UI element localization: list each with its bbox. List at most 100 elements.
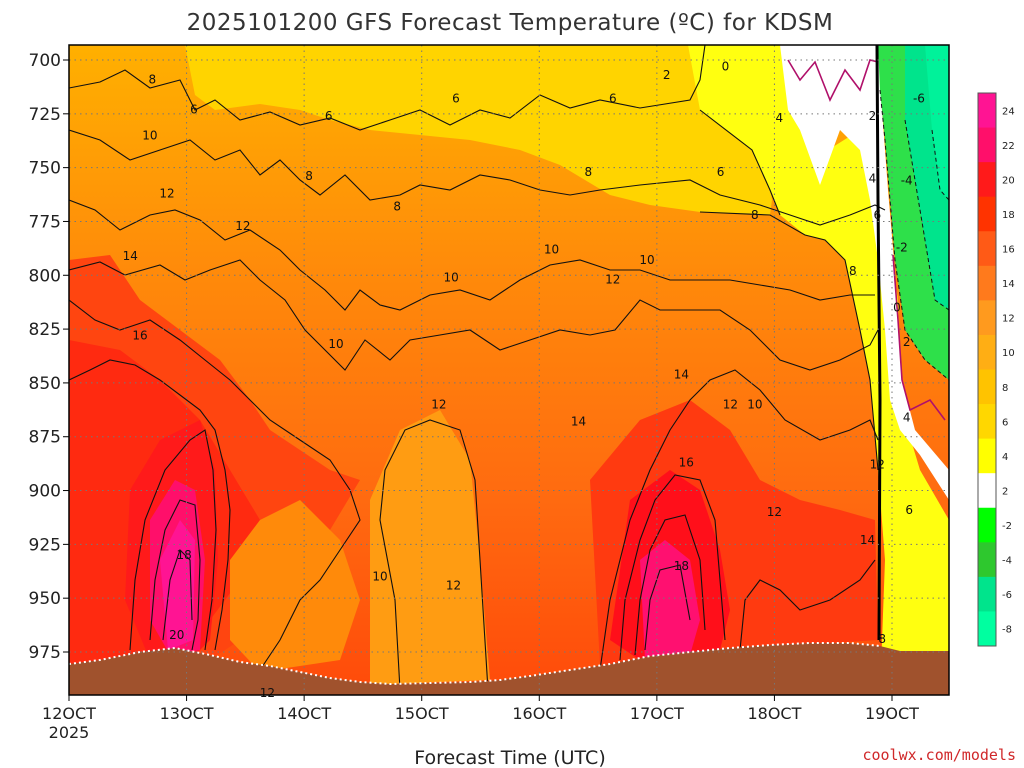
colorbar-swatch bbox=[978, 611, 996, 647]
y-tick-label: 800 bbox=[29, 266, 61, 286]
colorbar-swatch bbox=[978, 473, 996, 509]
colorbar-swatch bbox=[978, 300, 996, 336]
colorbar-label: 16 bbox=[1002, 245, 1015, 256]
colorbar-label: -8 bbox=[1002, 625, 1012, 636]
terrain-below-surface bbox=[69, 643, 949, 695]
colorbar-label: 24 bbox=[1002, 106, 1015, 117]
contour-label: 14 bbox=[571, 415, 586, 429]
warm-band-20b bbox=[640, 540, 700, 660]
warm-band-4 bbox=[688, 45, 949, 695]
colorbar-label: 4 bbox=[1002, 452, 1008, 463]
isotherm-16b bbox=[619, 474, 726, 661]
y-tick-label: 925 bbox=[29, 535, 61, 555]
contour-label: 8 bbox=[393, 199, 401, 213]
colorbar: 24 22 20 18 16 14 12 10 8 6 4 2 -2 -4 -6 -8 bbox=[977, 92, 1015, 647]
isotherm-16c bbox=[739, 559, 876, 651]
contour-label: 2 bbox=[663, 68, 671, 82]
y-tick-label: 900 bbox=[29, 482, 61, 502]
y-tick-label: 875 bbox=[29, 428, 61, 448]
contour-label: 8 bbox=[305, 169, 313, 183]
contour-label: 6 bbox=[717, 165, 725, 179]
plot-frame bbox=[68, 44, 950, 696]
gridlines bbox=[69, 45, 949, 695]
isotherm-20 bbox=[149, 499, 201, 651]
colorbar-label: 2 bbox=[1002, 486, 1008, 497]
contour-label: 14 bbox=[860, 533, 875, 547]
contour-label: 0 bbox=[893, 301, 901, 315]
contour-label: 6 bbox=[609, 92, 617, 106]
contour-label: 18 bbox=[176, 548, 191, 562]
x-tick-label: 14OCT bbox=[277, 704, 331, 723]
contour-label: 6 bbox=[905, 503, 913, 517]
contour-label: 12 bbox=[235, 219, 250, 233]
contour-label: 2 bbox=[869, 109, 877, 123]
contour-labels: 0 2 -6 8 6 6 6 6 4 2 10 8 8 6 4 -4 12 12 8 8 6 14 10 10 -2 10 12 8 0… bbox=[123, 59, 925, 699]
colorbar-frame bbox=[977, 92, 997, 647]
contour-label: 10 bbox=[747, 397, 762, 411]
contour-label: 10 bbox=[544, 242, 559, 256]
contour-label: 4 bbox=[869, 171, 877, 185]
x-tick-label: 12OCT bbox=[42, 704, 96, 723]
y-tick-label: 825 bbox=[29, 320, 61, 340]
isotherm-12 bbox=[69, 259, 879, 371]
contour-label: 12 bbox=[260, 686, 275, 700]
contour-label: 12 bbox=[870, 458, 885, 472]
chart-title: 2025101200 GFS Forecast Temperature (ºC)… bbox=[187, 10, 834, 36]
isotherm-16 bbox=[69, 359, 231, 651]
colorbar-swatch bbox=[978, 231, 996, 267]
contour-label: 4 bbox=[776, 111, 784, 125]
contour-label: 10 bbox=[443, 270, 458, 284]
cold-band-neg6 bbox=[925, 45, 949, 200]
contour-label: 12 bbox=[431, 397, 446, 411]
isotherm-18 bbox=[129, 429, 217, 651]
contour-label: 14 bbox=[123, 249, 138, 263]
forecast-gap-line bbox=[875, 45, 882, 641]
contour-label: 12 bbox=[605, 273, 620, 287]
contour-label: 12 bbox=[159, 186, 174, 200]
y-tick-label: 975 bbox=[29, 643, 61, 663]
y-tick-label: 850 bbox=[29, 374, 61, 394]
contour-label: 6 bbox=[452, 92, 460, 106]
warm-band-2 bbox=[780, 45, 949, 500]
contour-label: 8 bbox=[751, 208, 759, 222]
y-tick-label: 775 bbox=[29, 212, 61, 232]
surface-pressure-line bbox=[69, 642, 881, 686]
contour-label: 10 bbox=[142, 128, 157, 142]
colorbar-label: 22 bbox=[1002, 141, 1015, 152]
isotherm-6b bbox=[699, 211, 879, 471]
colorbar-label: -2 bbox=[1002, 521, 1012, 532]
x-tick-label: 13OCT bbox=[160, 704, 214, 723]
y-tick-label: 950 bbox=[29, 589, 61, 609]
y-tick-label: 725 bbox=[29, 105, 61, 125]
credit-text: coolwx.com/models bbox=[862, 746, 1016, 764]
contour-label: 0 bbox=[722, 59, 730, 73]
colorbar-swatch bbox=[978, 576, 996, 612]
contour-label: 4 bbox=[903, 410, 911, 424]
colorbar-label: 10 bbox=[1002, 348, 1015, 359]
contour-label: 20 bbox=[169, 628, 184, 642]
contour-label: 2 bbox=[903, 335, 911, 349]
x-tick-label: 17OCT bbox=[630, 704, 684, 723]
isotherm-14b bbox=[599, 369, 879, 671]
isotherm-0b bbox=[892, 254, 946, 421]
contour-label: 6 bbox=[873, 208, 881, 222]
colorbar-swatch bbox=[978, 334, 996, 370]
isotherm-neg4 bbox=[904, 119, 949, 311]
x-tick-year: 2025 bbox=[49, 723, 90, 742]
contour-label: 14 bbox=[674, 367, 689, 381]
colorbar-label: 14 bbox=[1002, 279, 1015, 290]
contour-label: 6 bbox=[190, 103, 198, 117]
isotherm-8 bbox=[69, 129, 886, 226]
colorbar-label: 8 bbox=[1002, 383, 1008, 394]
isotherm-neg2 bbox=[879, 89, 949, 381]
isotherm-10 bbox=[69, 199, 875, 311]
colorbar-swatch bbox=[978, 93, 996, 129]
contour-label: 8 bbox=[584, 165, 592, 179]
y-axis: 700 725 750 775 800 825 850 875 900 925 950 975 bbox=[29, 51, 69, 663]
colorbar-swatch bbox=[978, 369, 996, 405]
contour-label: 10 bbox=[372, 570, 387, 584]
colorbar-swatch bbox=[978, 265, 996, 301]
x-tick-label: 15OCT bbox=[395, 704, 449, 723]
